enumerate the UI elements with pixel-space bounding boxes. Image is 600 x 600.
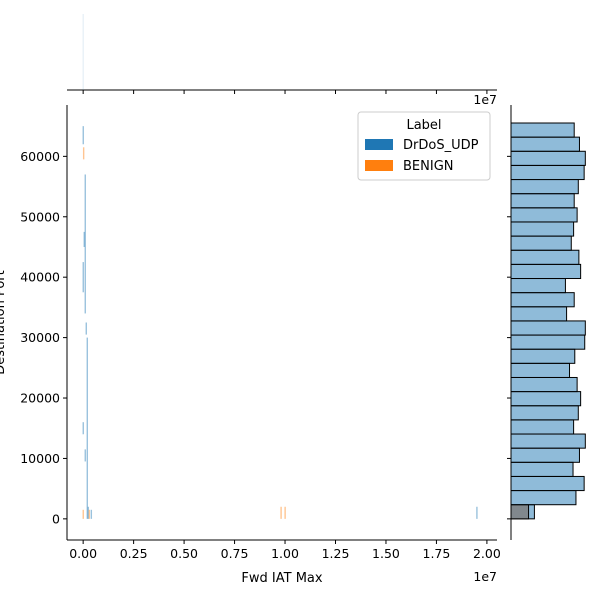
legend-label-drdos-udp: DrDoS_UDP	[403, 138, 479, 153]
right-marginal-bar-drdos-udp	[510, 334, 586, 350]
right-marginal-bar-drdos-udp	[510, 164, 585, 181]
main-panel: 0.00 0.25 0.50 0.75 1.00 1.25 1.50 1.75 2.00 0 100…	[0, 105, 501, 586]
right-marginal-bar-drdos-udp	[510, 278, 566, 294]
y-tick-label: 20000	[20, 391, 60, 406]
right-marginal-bar-drdos-udp	[510, 320, 586, 336]
joint-mark-drdos-udp	[90, 509, 93, 519]
right-marginal-bar-drdos-udp	[510, 348, 576, 364]
right-marginal-bar-drdos-udp	[510, 292, 575, 308]
y-tick-label: 30000	[20, 330, 60, 345]
y-tick-label: 50000	[20, 209, 60, 224]
y-tick-label: 0	[52, 511, 60, 526]
joint-mark-benign	[280, 506, 282, 519]
x-tick-label: 0.75	[221, 546, 249, 561]
x-offset-text: 1e7	[473, 569, 497, 584]
joint-mark-drdos-udp	[86, 337, 88, 519]
right-marginal-bar-drdos-udp	[510, 193, 575, 209]
right-marginal-bar-drdos-udp	[510, 419, 575, 435]
legend-swatch-benign	[365, 160, 393, 171]
right-marginal-bar-drdos-udp	[510, 376, 578, 393]
right-marginal-panel	[507, 105, 586, 540]
joint-mark-benign	[82, 147, 85, 160]
x-tick-label: 2.00	[473, 546, 501, 561]
legend-swatch-drdos-udp	[365, 139, 393, 150]
joint-mark-drdos-udp	[84, 449, 86, 462]
right-marginal-bar-drdos-udp	[510, 136, 580, 152]
joint-mark-drdos-udp	[85, 322, 87, 335]
y-tick-label: 40000	[20, 270, 60, 285]
right-marginal-bar-drdos-udp	[510, 306, 568, 322]
legend-title: Label	[406, 118, 441, 133]
right-marginal-bar-drdos-udp	[510, 490, 577, 506]
top-marginal-panel: 1e7	[67, 14, 497, 107]
joint-mark-benign	[82, 509, 84, 519]
right-marginal-bar-drdos-udp	[510, 263, 582, 280]
x-tick-label: 1.00	[271, 546, 299, 561]
right-marginal-bar-drdos-udp	[510, 362, 571, 378]
right-marginal-bar-drdos-udp	[510, 207, 578, 223]
joint-mark-drdos-udp	[82, 422, 84, 435]
x-tick-label: 0.00	[69, 546, 97, 561]
right-marginal-bar-drdos-udp	[510, 235, 572, 251]
joint-mark-drdos-udp	[84, 174, 86, 314]
joint-mark-drdos-udp	[83, 231, 85, 247]
joint-mark-benign	[284, 506, 286, 519]
right-marginal-bar-drdos-udp	[510, 150, 586, 166]
x-axis-label: Fwd IAT Max	[241, 571, 322, 586]
x-tick-label: 1.50	[372, 546, 400, 561]
top-marginal-bar	[82, 14, 84, 90]
y-tick-label: 60000	[20, 149, 60, 164]
right-marginal-bar-drdos-udp	[510, 221, 575, 237]
x-tick-label: 1.25	[322, 546, 350, 561]
right-marginal-bar-drdos-udp	[510, 461, 574, 477]
joint-mark-drdos-udp	[476, 506, 478, 519]
right-marginal-bar-drdos-udp	[510, 391, 582, 407]
right-marginal-bar-drdos-udp	[510, 405, 579, 421]
joint-mark-drdos-udp	[87, 506, 89, 519]
joint-mark-drdos-udp	[82, 262, 84, 293]
joint-mark-benign	[88, 509, 91, 519]
top-offset-text: 1e7	[473, 92, 497, 107]
legend: Label DrDoS_UDP BENIGN	[357, 111, 491, 181]
right-marginal-bar-drdos-udp	[510, 447, 580, 463]
legend-label-benign: BENIGN	[403, 159, 454, 174]
right-marginal-bar-drdos-udp	[510, 475, 585, 492]
y-axis-label: Destination Port	[0, 270, 8, 375]
right-marginal-bar-benign	[510, 504, 530, 520]
right-marginal-bar-drdos-udp	[510, 433, 586, 449]
x-tick-label: 1.75	[423, 546, 451, 561]
joint-mark-drdos-udp	[82, 126, 84, 145]
right-marginal-bar-drdos-udp	[510, 179, 579, 195]
right-marginal-bar-drdos-udp	[510, 249, 580, 265]
y-tick-label: 10000	[20, 451, 60, 466]
x-tick-label: 0.50	[170, 546, 198, 561]
right-marginal-bar-drdos-udp	[510, 122, 575, 138]
x-tick-label: 0.25	[120, 546, 148, 561]
